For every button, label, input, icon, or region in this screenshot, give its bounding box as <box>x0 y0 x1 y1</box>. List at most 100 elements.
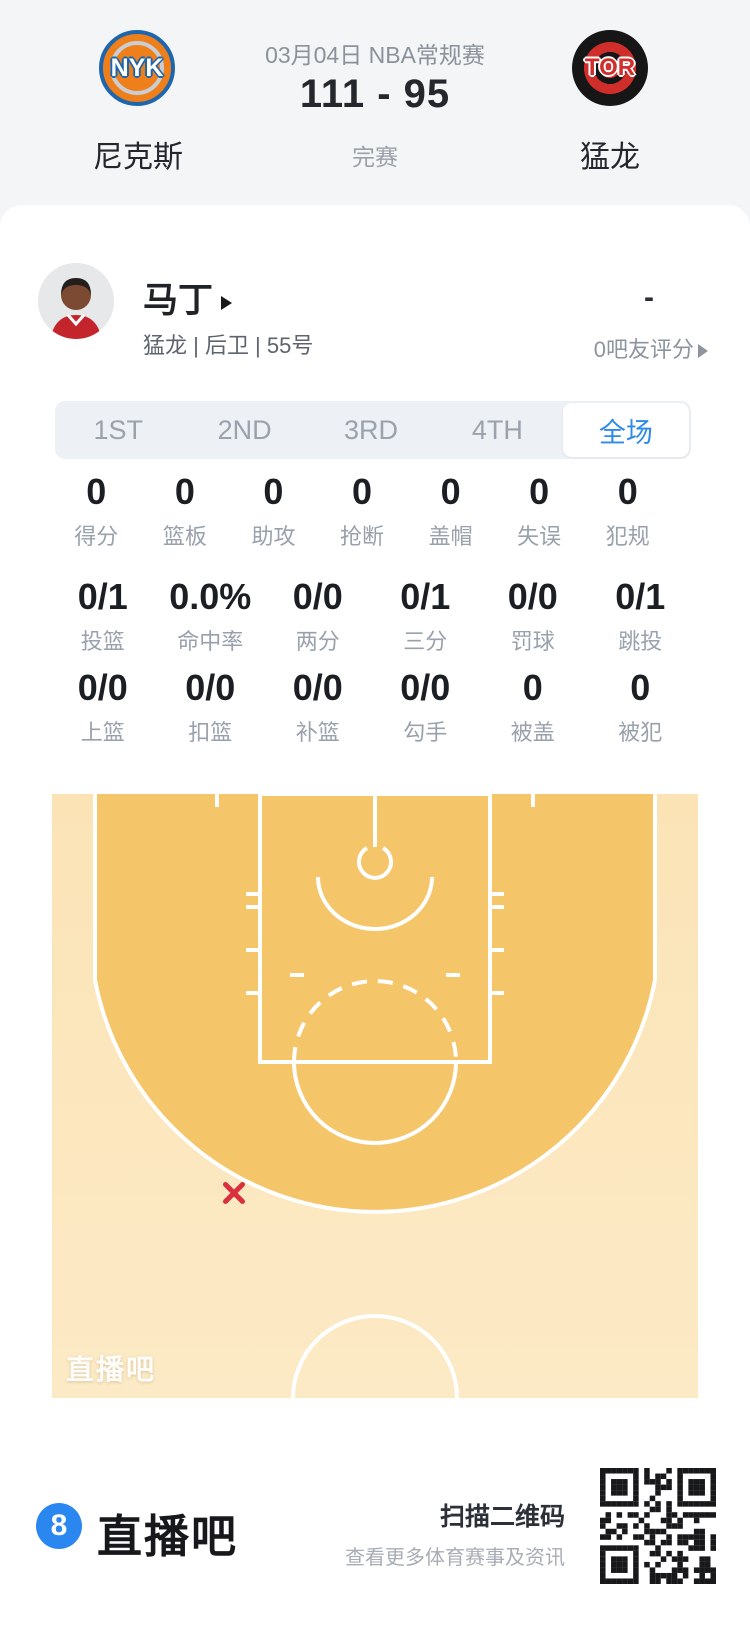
court-watermark: 直播吧 <box>66 1354 157 1385</box>
stat-value: 0/0 <box>292 667 343 708</box>
shot-chart-court: 直播吧 <box>52 794 698 1398</box>
stat-3pt: 0/1 三分 <box>372 578 480 656</box>
court-inside-arc-area <box>95 794 655 1212</box>
stat-row-shot-types: 0/0 上篮 0/0 扣篮 0/0 补篮 0/0 勾手 0 被盖 0 被犯 <box>49 669 694 747</box>
tab-2nd[interactable]: 2ND <box>217 414 272 445</box>
stat-value: 0/0 <box>77 667 128 708</box>
quarter-tabbar: 1ST 2ND 3RD 4TH 全场 <box>55 401 691 459</box>
game-status: 完赛 <box>352 144 398 170</box>
stat-value: 0 <box>352 471 373 512</box>
stat-label: 勾手 <box>403 720 448 745</box>
badge-digit: 8 <box>50 1509 68 1542</box>
stat-label: 盖帽 <box>428 524 473 549</box>
stat-label: 上篮 <box>80 720 125 745</box>
stat-value: 0.0% <box>169 576 252 617</box>
stat-label: 被犯 <box>618 720 663 745</box>
fan-rating-link[interactable]: 0吧友评分 <box>594 332 708 364</box>
stat-value: 0 <box>630 667 651 708</box>
stat-label: 被盖 <box>510 720 555 745</box>
player-photo <box>38 263 114 339</box>
stat-label: 罚球 <box>510 629 555 654</box>
stat-value: 0/0 <box>507 576 558 617</box>
stat-value: 0/0 <box>292 576 343 617</box>
stat-value: 0/0 <box>400 667 451 708</box>
qr-code-pattern <box>600 1468 716 1584</box>
stat-assists: 0 助攻 <box>229 473 318 551</box>
away-team-abbr: TOR <box>584 54 636 81</box>
stat-value: 0 <box>440 471 461 512</box>
stat-2pt: 0/0 两分 <box>264 578 372 656</box>
stat-value: 0 <box>617 471 638 512</box>
tab-1st[interactable]: 1ST <box>93 414 143 445</box>
stat-value: 0 <box>263 471 284 512</box>
stat-value: 0/0 <box>185 667 236 708</box>
away-team-logo: TOR <box>572 30 648 106</box>
stat-label: 篮板 <box>162 524 207 549</box>
stat-points: 0 得分 <box>52 473 141 551</box>
away-team-name: 猛龙 <box>580 141 640 174</box>
game-score: 111 - 95 <box>299 72 451 116</box>
stat-value: 0/1 <box>615 576 666 617</box>
stat-layup: 0/0 上篮 <box>49 669 157 747</box>
stat-blocked: 0 被盖 <box>479 669 587 747</box>
fan-rating-caption: 0吧友评分 <box>593 337 694 362</box>
rating-arrow-icon <box>698 344 708 359</box>
court-lines <box>93 794 657 1398</box>
home-team-logo: NYK <box>99 30 175 106</box>
stat-hook: 0/0 勾手 <box>372 669 480 747</box>
tab-full-game[interactable]: 全场 <box>562 403 690 457</box>
stat-jumpshot: 0/1 跳投 <box>587 578 695 656</box>
court-diagram <box>52 794 698 1398</box>
stat-label: 两分 <box>295 629 340 654</box>
home-team-abbr: NYK <box>110 53 164 82</box>
brand-name: 直播吧 <box>97 1511 239 1562</box>
stat-rebounds: 0 篮板 <box>141 473 230 551</box>
player-detail-arrow-icon <box>221 295 233 310</box>
stat-fg-pct: 0.0% 命中率 <box>157 578 265 656</box>
stat-fouls: 0 犯规 <box>583 473 672 551</box>
missed-shot-marker <box>223 1182 245 1204</box>
zhibo8-logo-icon: 8 <box>36 1503 82 1549</box>
player-avatar[interactable] <box>38 263 114 339</box>
stat-fouled: 0 被犯 <box>587 669 695 747</box>
tab-3rd[interactable]: 3RD <box>344 414 399 445</box>
game-date: 03月04日 NBA常规赛 <box>265 42 485 68</box>
stat-row-basic: 0 得分 0 篮板 0 助攻 0 抢断 0 盖帽 0 失误 0 犯规 <box>52 473 672 551</box>
player-name: 马丁 <box>143 281 214 320</box>
stat-value: 0 <box>522 667 543 708</box>
tab-4th[interactable]: 4TH <box>471 414 523 445</box>
stat-label: 补篮 <box>295 720 340 745</box>
stat-value: 0/1 <box>400 576 451 617</box>
stat-label: 犯规 <box>605 524 650 549</box>
stat-label: 三分 <box>403 629 448 654</box>
stat-label: 命中率 <box>177 629 244 654</box>
stat-turnovers: 0 失误 <box>495 473 584 551</box>
stat-label: 助攻 <box>251 524 296 549</box>
scan-text-block: 扫描二维码 查看更多体育赛事及资讯 <box>345 1497 565 1570</box>
stat-fg: 0/1 投篮 <box>49 578 157 656</box>
stat-label: 失误 <box>517 524 562 549</box>
stat-label: 扣篮 <box>188 720 233 745</box>
scan-title: 扫描二维码 <box>439 1503 565 1531</box>
stat-value: 0 <box>86 471 107 512</box>
player-name-link[interactable]: 马丁 <box>143 272 233 323</box>
stat-label: 投篮 <box>80 629 125 654</box>
stat-value: 0 <box>529 471 550 512</box>
stat-steals: 0 抢断 <box>318 473 407 551</box>
stat-ft: 0/0 罚球 <box>479 578 587 656</box>
scan-subtitle: 查看更多体育赛事及资讯 <box>345 1547 565 1569</box>
stat-label: 抢断 <box>340 524 385 549</box>
stat-row-shooting: 0/1 投篮 0.0% 命中率 0/0 两分 0/1 三分 0/0 罚球 0/1 跳投 <box>49 578 694 656</box>
stat-value: 0/1 <box>77 576 128 617</box>
stat-blocks: 0 盖帽 <box>406 473 495 551</box>
stat-value: 0 <box>174 471 195 512</box>
stat-label: 得分 <box>74 524 119 549</box>
stat-putback: 0/0 补篮 <box>264 669 372 747</box>
fan-rating-value: - <box>644 281 654 314</box>
stat-label: 跳投 <box>618 629 663 654</box>
stat-dunk: 0/0 扣篮 <box>157 669 265 747</box>
qr-code <box>600 1468 716 1584</box>
player-meta: 猛龙 | 后卫 | 55号 <box>143 333 314 358</box>
home-team-name: 尼克斯 <box>93 141 183 174</box>
